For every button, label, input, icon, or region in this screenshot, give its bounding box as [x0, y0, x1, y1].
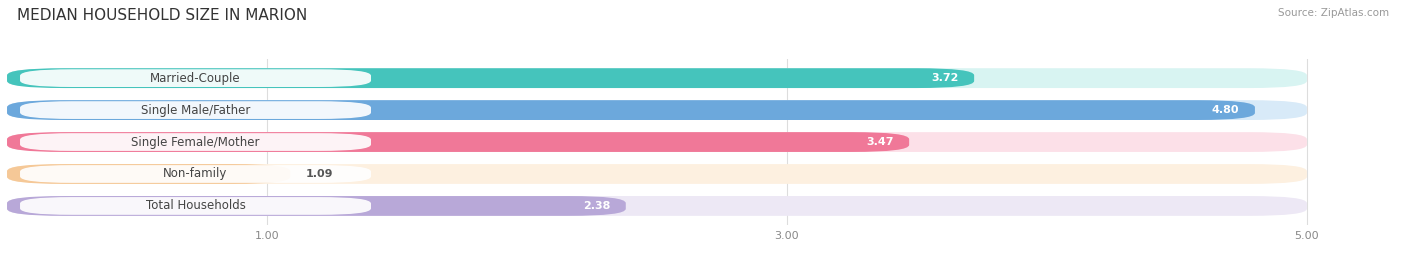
FancyBboxPatch shape — [7, 164, 1308, 184]
FancyBboxPatch shape — [20, 197, 371, 215]
FancyBboxPatch shape — [7, 132, 1308, 152]
Text: Single Male/Father: Single Male/Father — [141, 104, 250, 117]
FancyBboxPatch shape — [7, 68, 1308, 88]
Text: 3.72: 3.72 — [931, 73, 959, 83]
Text: Non-family: Non-family — [163, 168, 228, 180]
FancyBboxPatch shape — [7, 196, 626, 216]
Text: Source: ZipAtlas.com: Source: ZipAtlas.com — [1278, 8, 1389, 18]
Text: Married-Couple: Married-Couple — [150, 72, 240, 85]
Text: 3.47: 3.47 — [866, 137, 894, 147]
Text: 4.80: 4.80 — [1212, 105, 1239, 115]
FancyBboxPatch shape — [7, 164, 291, 184]
Text: MEDIAN HOUSEHOLD SIZE IN MARION: MEDIAN HOUSEHOLD SIZE IN MARION — [17, 8, 307, 23]
FancyBboxPatch shape — [7, 100, 1308, 120]
Text: 2.38: 2.38 — [583, 201, 610, 211]
FancyBboxPatch shape — [7, 196, 1308, 216]
Text: Single Female/Mother: Single Female/Mother — [131, 136, 260, 148]
FancyBboxPatch shape — [20, 101, 371, 119]
FancyBboxPatch shape — [20, 165, 371, 183]
FancyBboxPatch shape — [20, 69, 371, 87]
Text: Total Households: Total Households — [146, 199, 246, 213]
FancyBboxPatch shape — [7, 132, 910, 152]
FancyBboxPatch shape — [20, 133, 371, 151]
FancyBboxPatch shape — [7, 68, 974, 88]
Text: 1.09: 1.09 — [307, 169, 333, 179]
FancyBboxPatch shape — [7, 100, 1256, 120]
